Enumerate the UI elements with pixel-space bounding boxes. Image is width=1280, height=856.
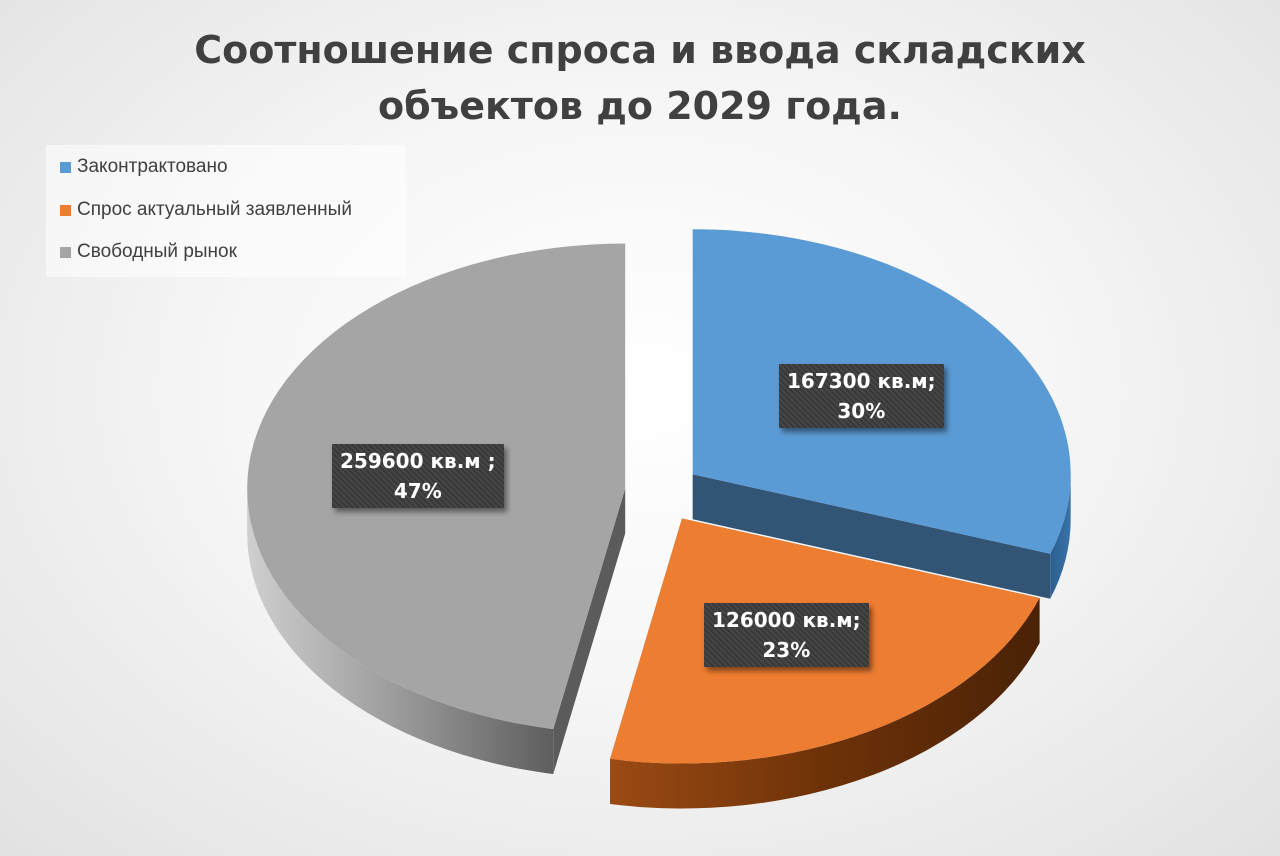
legend-swatch-contracted [60,161,71,173]
legend-item-free-market: Свободный рынок [60,240,237,264]
pie-slice-side-contracted [1050,474,1071,599]
legend-label-free-market: Свободный рынок [77,241,237,262]
pie-slices-group [247,229,1071,809]
pie-slice-side-demand [610,597,1040,809]
pie-slice-side-free-market [247,488,554,775]
data-label-demand: 126000 кв.м; 23% [704,603,869,667]
chart-legend: Законтрактовано Спрос актуальный заявлен… [46,145,406,277]
data-label-value-contracted: 167300 кв.м; [787,369,936,393]
legend-swatch-free-market [60,246,71,258]
data-label-percent-demand: 23% [762,638,811,662]
legend-swatch-demand [60,204,71,216]
pie-slice-wall-contracted-1 [692,474,1051,599]
chart-title-line-1: Соотношение спроса и ввода складских [194,28,1086,72]
chart-title: Соотношение спроса и ввода складских объ… [140,22,1140,134]
data-label-percent-contracted: 30% [837,399,886,423]
legend-item-contracted: Законтрактовано [60,155,228,179]
data-label-percent-free-market: 47% [393,479,442,503]
legend-item-demand: Спрос актуальный заявленный [60,198,352,222]
chart-title-line-2: объектов до 2029 года. [378,84,902,128]
data-label-free-market: 259600 кв.м ; 47% [332,444,504,508]
legend-label-demand: Спрос актуальный заявленный [77,199,352,220]
data-label-value-free-market: 259600 кв.м ; [340,449,496,473]
pie-slice-wall-free-market-0 [553,488,626,775]
data-label-value-demand: 126000 кв.м; [712,608,861,632]
data-label-contracted: 167300 кв.м; 30% [779,364,944,428]
legend-label-contracted: Законтрактовано [77,156,228,177]
